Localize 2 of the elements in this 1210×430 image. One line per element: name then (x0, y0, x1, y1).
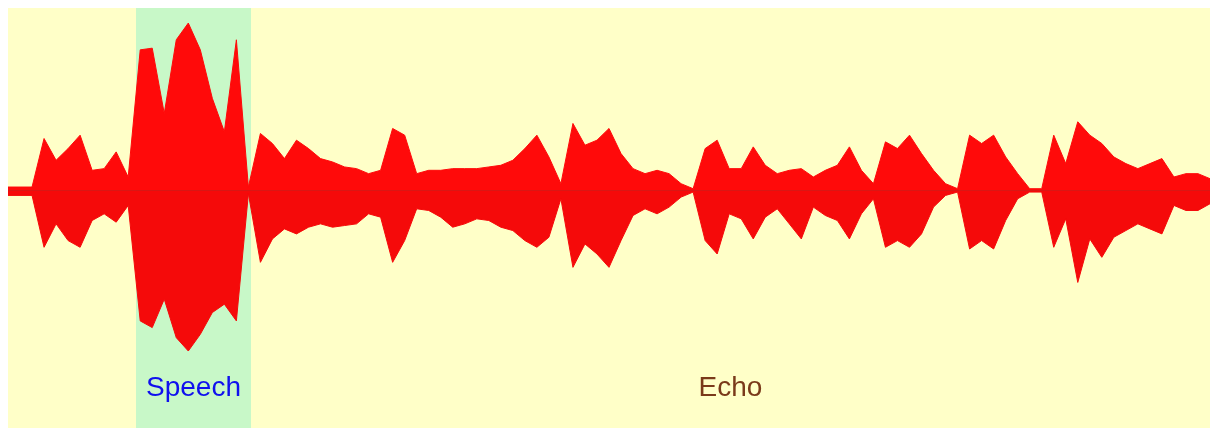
text: Speech (146, 370, 242, 402)
text: Echo (698, 370, 763, 402)
